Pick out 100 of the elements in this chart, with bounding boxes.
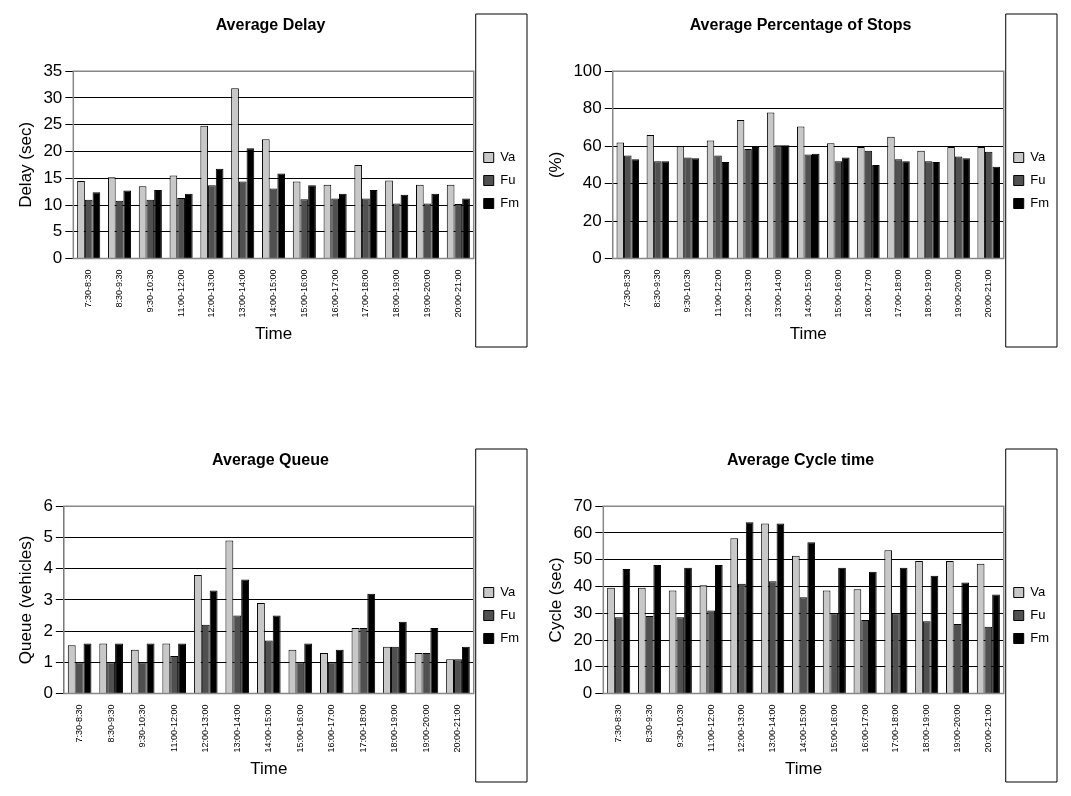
x-tick-label: 13:00-14:00 [767,704,778,753]
x-tick-label: 18:00-19:00 [923,269,934,318]
x-tick-label: 8:30-9:30 [114,269,124,308]
chart-title: Average Percentage of Stops [689,16,912,34]
x-tick-label: 20:00-21:00 [982,704,993,753]
x-tick-label: 12:00-13:00 [200,704,211,753]
x-tick-label: 8:30-9:30 [652,269,663,308]
y-tick-label: 0 [582,683,593,703]
x-tick-label: 15:00-16:00 [294,704,305,753]
x-tick-label: 13:00-14:00 [231,704,242,753]
x-tick-label: 15:00-16:00 [828,704,839,753]
y-tick-label: 60 [573,522,593,542]
y-axis-title: Queue (vehicles) [15,535,35,665]
y-tick-label: 20 [43,141,63,161]
x-tick-label: 7:30-8:30 [622,269,633,308]
legend-label: Va [500,149,516,165]
x-tick-label: 20:00-21:00 [452,269,463,318]
x-tick-label: 13:00-14:00 [237,269,248,318]
y-tick-label: 50 [573,549,593,569]
x-tick-label: 19:00-20:00 [953,269,964,318]
x-tick-label: 14:00-15:00 [263,704,274,753]
legend-label: Va [500,584,516,600]
y-tick-label: 30 [43,87,63,107]
x-axis-title: Time [789,324,827,344]
x-tick-label: 16:00-17:00 [862,269,873,318]
chart-title: Average Cycle time [726,451,875,469]
x-tick-label: 11:00-12:00 [175,269,186,317]
x-tick-label: 18:00-19:00 [391,269,402,318]
x-axis-title: Time [250,759,288,779]
y-tick-label: 40 [582,173,602,193]
y-tick-label: 0 [43,683,53,703]
x-tick-label: 8:30-9:30 [105,704,116,743]
x-tick-label: 11:00-12:00 [712,269,723,317]
y-tick-label: 3 [43,589,53,609]
chart-title: Average Delay [215,16,326,34]
x-tick-label: 7:30-8:30 [74,704,85,743]
legend-label: Va [1030,584,1046,600]
y-axis-title: Delay (sec) [15,121,35,208]
y-tick-label: 5 [43,527,53,547]
x-tick-label: 17:00-18:00 [892,269,903,318]
y-tick-label: 80 [582,98,602,118]
x-tick-label: 9:30-10:30 [137,704,148,748]
x-tick-label: 11:00-12:00 [705,704,716,752]
x-tick-label: 9:30-10:30 [144,269,155,313]
chart-title: Average Queue [212,451,329,469]
y-tick-label: 6 [43,495,53,515]
y-tick-label: 100 [573,60,602,80]
x-tick-label: 18:00-19:00 [389,704,400,753]
legend-label: Fu [500,607,516,623]
y-tick-label: 40 [573,576,593,596]
x-tick-label: 14:00-15:00 [268,269,278,318]
y-tick-label: 20 [573,629,593,649]
y-axis-title: (%) [545,151,565,179]
y-tick-label: 5 [52,221,63,241]
y-tick-label: 10 [573,656,593,676]
x-axis-title: Time [254,324,293,344]
x-tick-label: 15:00-16:00 [298,269,309,318]
y-tick-label: 15 [43,167,63,187]
x-tick-label: 12:00-13:00 [742,269,753,318]
legend-label: Fm [500,630,520,646]
x-tick-label: 7:30-8:30 [83,269,94,308]
legend-label: Fm [1030,195,1050,211]
y-tick-label: 1 [43,652,53,672]
legend-label: Fu [500,172,516,188]
y-axis-title: Cycle (sec) [545,557,565,643]
x-tick-label: 7:30-8:30 [613,704,624,743]
x-tick-label: 17:00-18:00 [890,704,901,753]
legend-label: Fm [500,195,520,211]
y-tick-label: 4 [43,558,53,578]
y-tick-label: 20 [582,210,602,230]
x-tick-label: 16:00-17:00 [326,704,337,753]
x-tick-label: 17:00-18:00 [357,704,368,753]
legend-label: Fu [1030,172,1046,188]
x-tick-label: 11:00-12:00 [168,704,179,752]
x-tick-label: 20:00-21:00 [983,269,994,318]
y-tick-label: 2 [43,620,53,640]
y-tick-label: 0 [52,248,63,268]
x-tick-label: 20:00-21:00 [452,704,463,753]
x-tick-label: 13:00-14:00 [772,269,783,318]
legend-label: Fu [1030,607,1046,623]
x-tick-label: 19:00-20:00 [420,704,431,753]
y-tick-label: 0 [592,248,602,268]
x-tick-label: 12:00-13:00 [206,269,217,318]
y-tick-label: 10 [43,194,63,214]
x-tick-label: 8:30-9:30 [644,704,654,743]
x-tick-label: 15:00-16:00 [832,269,843,318]
y-tick-label: 30 [573,602,593,622]
x-tick-label: 9:30-10:30 [674,704,685,748]
x-tick-label: 14:00-15:00 [798,704,808,753]
x-tick-label: 19:00-20:00 [952,704,963,753]
x-tick-label: 9:30-10:30 [682,269,693,313]
x-tick-label: 14:00-15:00 [802,269,813,318]
x-tick-label: 12:00-13:00 [736,704,747,753]
y-tick-label: 25 [43,114,63,134]
y-tick-label: 60 [582,135,602,155]
x-tick-label: 18:00-19:00 [921,704,932,753]
y-tick-label: 70 [573,495,593,515]
x-tick-label: 19:00-20:00 [422,269,433,318]
x-axis-title: Time [784,759,823,779]
legend-label: Fm [1030,630,1050,646]
